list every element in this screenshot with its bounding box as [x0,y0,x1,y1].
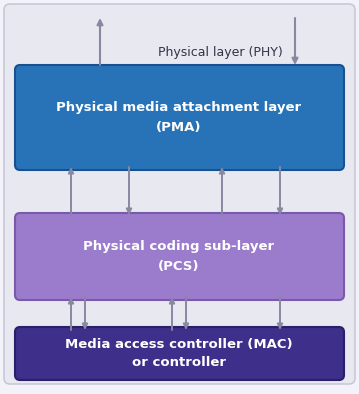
FancyBboxPatch shape [15,65,344,170]
Text: Media access controller (MAC): Media access controller (MAC) [65,338,293,351]
Text: Physical coding sub-layer: Physical coding sub-layer [83,240,275,253]
FancyBboxPatch shape [15,213,344,300]
Text: Physical layer (PHY): Physical layer (PHY) [158,45,283,58]
Text: (PMA): (PMA) [156,121,202,134]
Text: Physical media attachment layer: Physical media attachment layer [56,101,302,114]
FancyBboxPatch shape [15,327,344,380]
Text: or controller: or controller [132,356,226,369]
FancyBboxPatch shape [4,4,355,384]
Text: (PCS): (PCS) [158,260,200,273]
